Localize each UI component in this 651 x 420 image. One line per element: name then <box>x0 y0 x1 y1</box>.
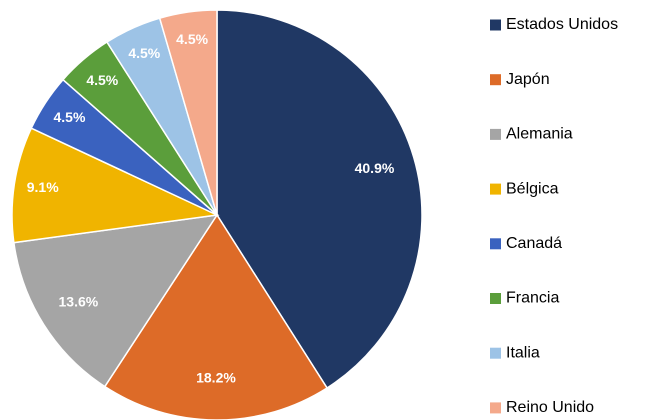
legend-label: Reino Unido <box>506 399 594 416</box>
pie-slice <box>11 127 220 244</box>
data-label: 13.6% <box>59 293 99 309</box>
data-label: 40.9% <box>355 160 395 176</box>
data-label: 4.5% <box>176 31 208 47</box>
legend-label: Bélgica <box>506 180 559 197</box>
legend-label: Japón <box>506 71 550 88</box>
pie-slice <box>13 214 219 388</box>
data-label: 4.5% <box>128 45 160 61</box>
legend-swatch <box>490 19 501 31</box>
data-label: 9.1% <box>27 179 59 195</box>
pie-slice <box>158 9 218 216</box>
legend-label: Francia <box>506 290 559 307</box>
legend-swatch <box>490 128 501 140</box>
legend-label: Estados Unidos <box>506 16 618 33</box>
legend-swatch <box>490 238 501 250</box>
legend-label: Canadá <box>506 235 562 252</box>
legend-swatch <box>490 74 501 86</box>
legend-label: Italia <box>506 344 540 361</box>
data-label: 18.2% <box>196 370 236 386</box>
legend-swatch <box>490 402 501 414</box>
legend-swatch <box>490 347 501 359</box>
legend-swatch <box>490 183 501 195</box>
legend-swatch <box>490 293 501 304</box>
legend-label: Alemania <box>506 126 573 143</box>
data-label: 4.5% <box>53 109 85 125</box>
pie-slice <box>216 9 423 389</box>
data-label: 4.5% <box>86 72 118 88</box>
